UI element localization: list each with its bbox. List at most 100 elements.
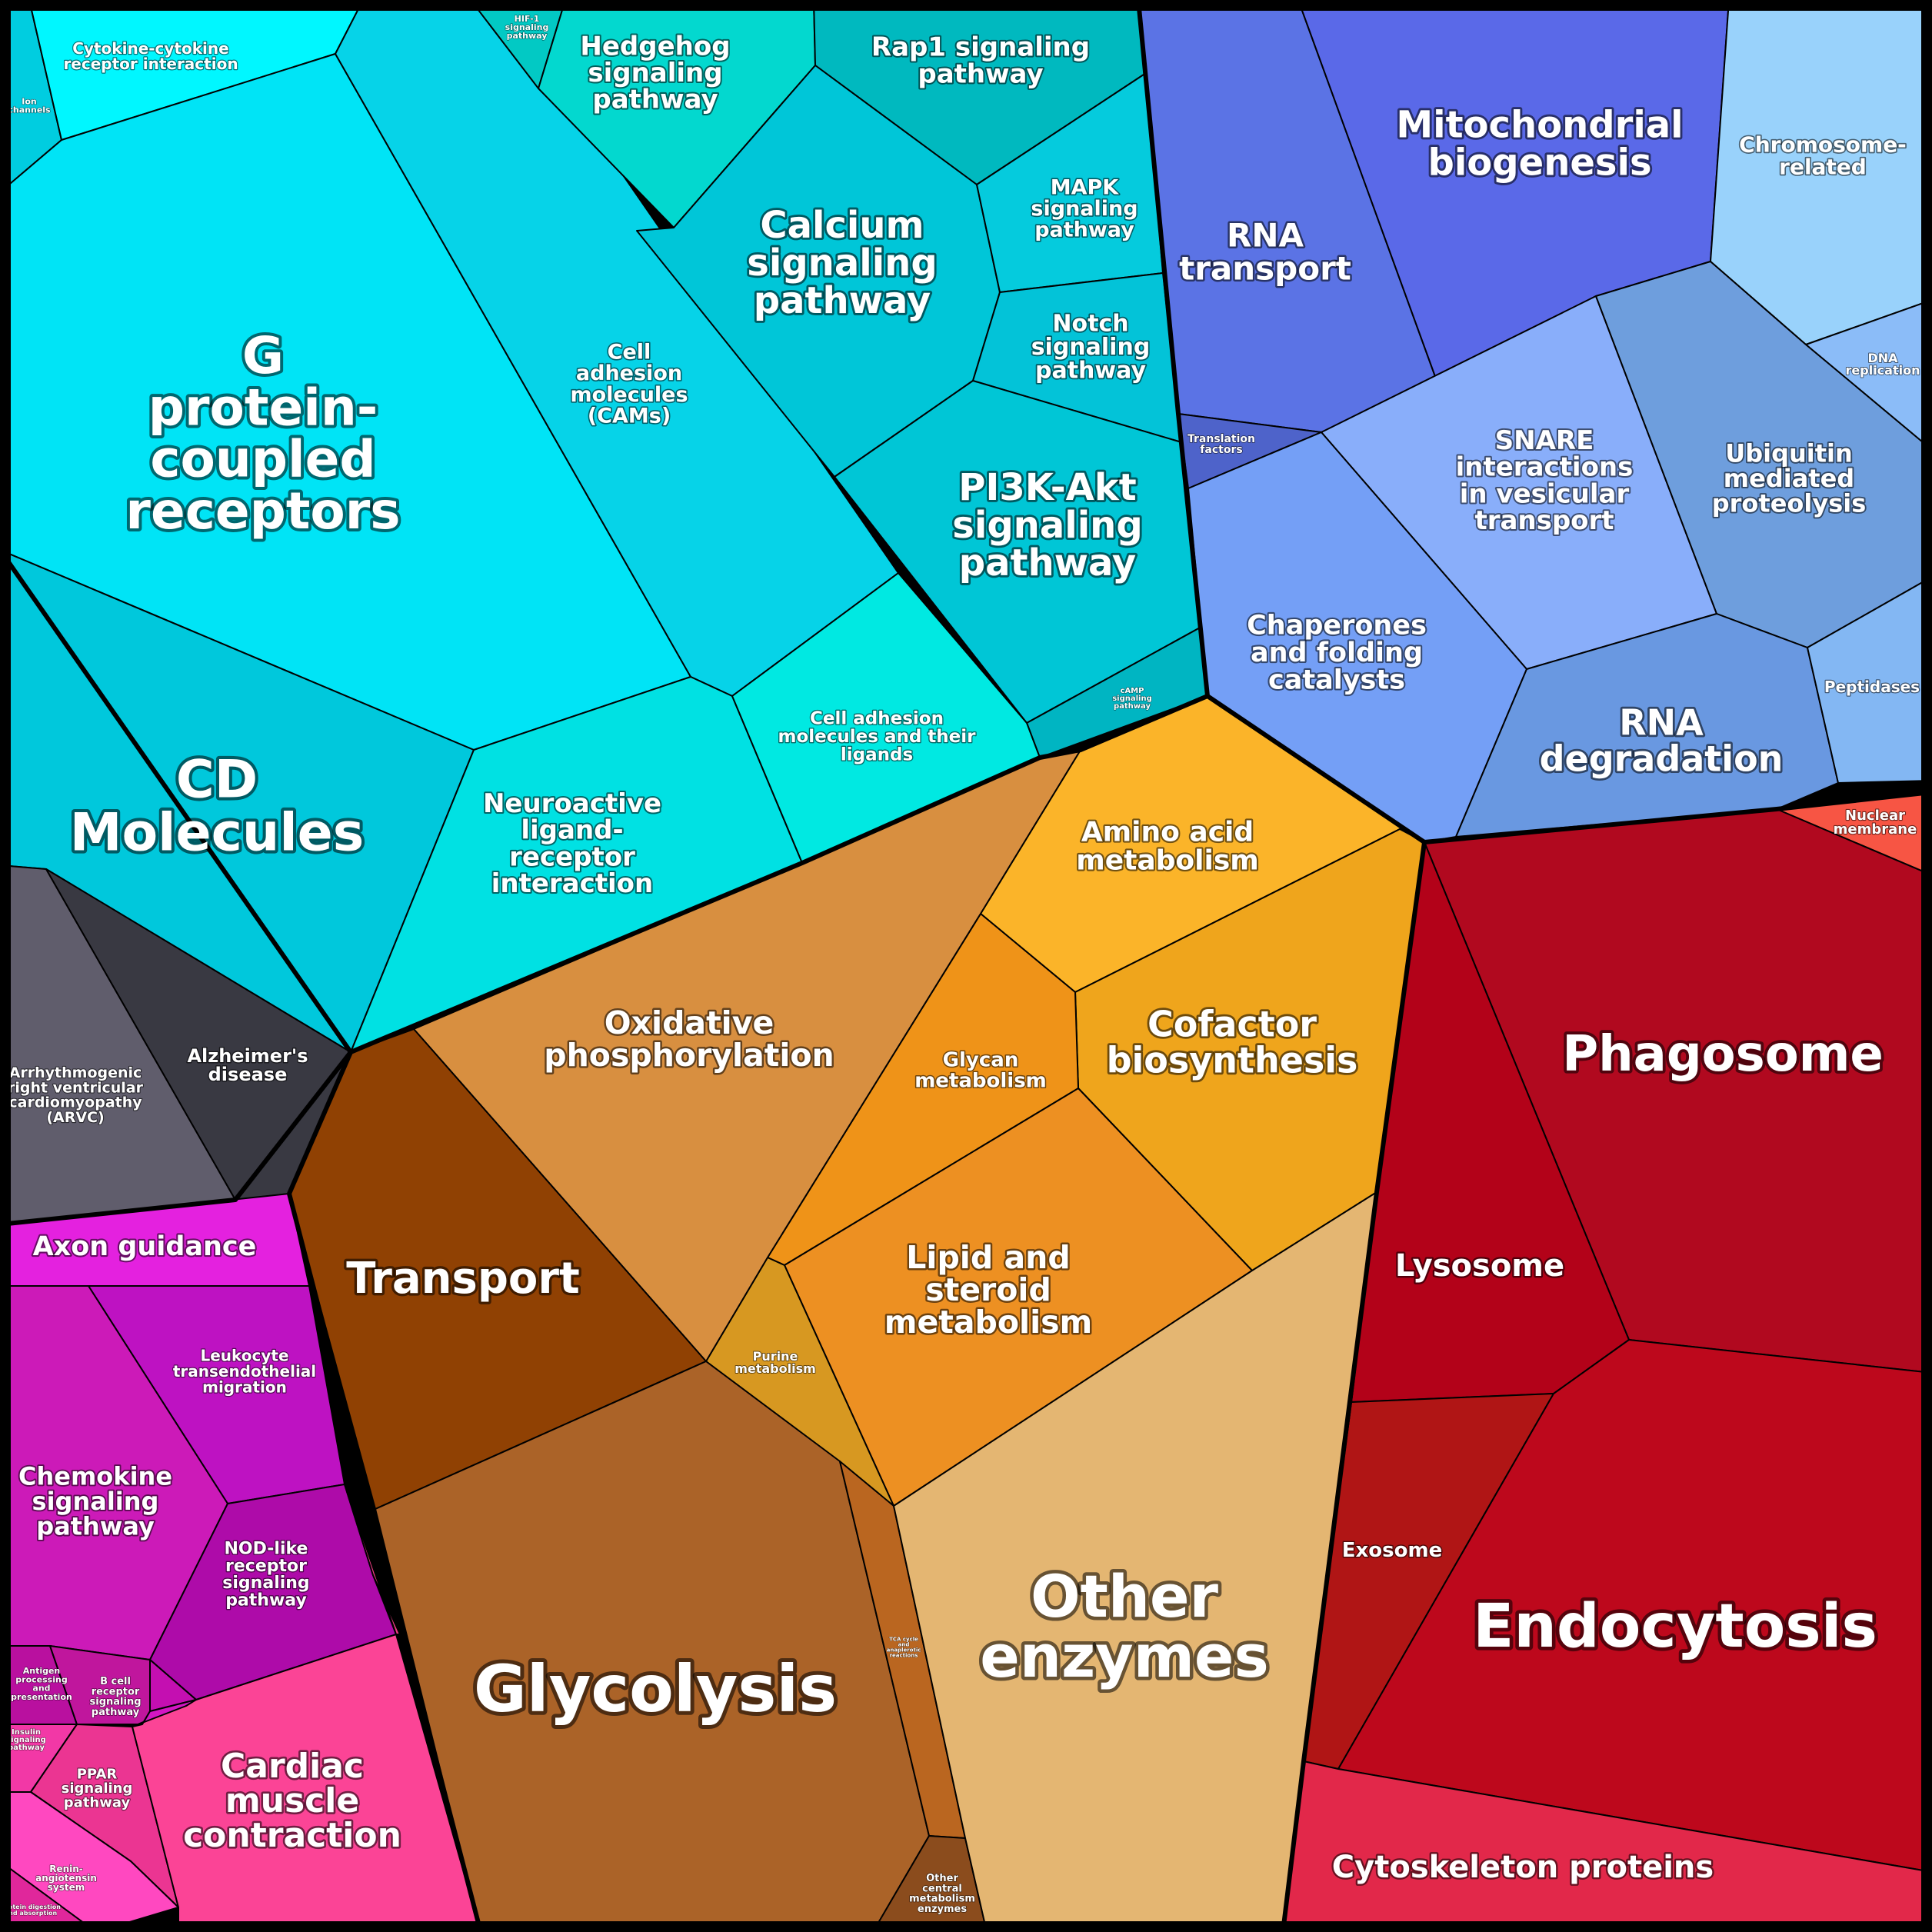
label-rna-deg: RNA degradation (1540, 701, 1784, 779)
label-axon: Axon guidance (33, 1231, 257, 1262)
label-line: B cell (100, 1676, 131, 1687)
label-line: central (922, 1883, 962, 1894)
label-line: pathway (959, 541, 1136, 585)
label-cytokine: Cytokine-cytokine receptor interaction (63, 38, 238, 72)
label-line: Lipid and (906, 1239, 1070, 1276)
label-line: interaction (491, 868, 654, 899)
cell-protein-digestion (0, 1860, 97, 1932)
label-line: receptors (125, 481, 400, 541)
label-alzheimer: Alzheimer's disease (187, 1045, 308, 1085)
cell-peptidases (1807, 576, 1932, 784)
label-chromosome: Chromosome-related (1739, 132, 1907, 180)
label-neuroactive: Neuroactive ligand-receptor interaction (483, 788, 661, 898)
label-line: system (48, 1882, 85, 1893)
label-line: signaling (1031, 334, 1151, 361)
label-line: pathway (507, 31, 548, 41)
label-line: and (898, 1641, 910, 1647)
label-line: receptor (92, 1686, 140, 1697)
label-line: and absorption (5, 1910, 58, 1917)
label-line: factors (1200, 444, 1242, 456)
label-line: Axon guidance (33, 1231, 257, 1262)
label-line: channels (8, 105, 51, 115)
label-line: Hedgehog (580, 31, 730, 62)
group-border-0 (1136, 0, 1932, 844)
label-line: TCA cycle (889, 1636, 918, 1642)
label-line: signaling (588, 58, 722, 88)
label-line: Cell adhesion (810, 708, 944, 728)
label-ion-channels: Ion channels (8, 96, 51, 115)
group-border-2 (1281, 841, 1427, 1932)
label-lipid: Lipid and steroid metabolism (884, 1239, 1093, 1341)
label-line: and (32, 1684, 50, 1694)
label-line: pathway (36, 1512, 155, 1541)
label-dna-rep: DNA replication (1846, 350, 1920, 377)
label-line: steroid (925, 1271, 1051, 1308)
label-line: pathway (8, 1744, 45, 1752)
label-ppar: PPAR signaling pathway (62, 1767, 133, 1811)
label-line: contraction (183, 1816, 401, 1855)
label-line: metabolism (909, 1893, 975, 1904)
label-line: Cardiac (221, 1747, 364, 1786)
label-line: Molecules (70, 802, 364, 863)
label-line: Arrhythmogenic (9, 1064, 142, 1081)
label-line: signaling (1112, 695, 1152, 703)
label-line: degradation (1540, 738, 1784, 779)
label-line: Leukocyte (200, 1346, 288, 1364)
label-line: signaling (747, 242, 937, 285)
label-cytoskeleton: Cytoskeleton proteins (1332, 1850, 1714, 1885)
group-border-1 (0, 548, 1209, 1054)
label-chemokine: Chemokine signaling pathway (18, 1461, 172, 1541)
label-line: Translation (1188, 433, 1255, 445)
label-line: Other (926, 1873, 958, 1884)
label-pi3k: PI3K-Akt signaling pathway (952, 466, 1142, 585)
label-line: right ventricular (8, 1079, 144, 1096)
cell-endocytosis (1337, 1339, 1932, 1873)
label-line: Chemokine (18, 1461, 172, 1491)
label-line: Other (1031, 1562, 1219, 1631)
label-renin: Renin-angiotensin system (35, 1863, 97, 1892)
label-line: Cell (608, 340, 651, 364)
label-line: Mitochondrial (1396, 104, 1683, 147)
label-cam-ligands: Cell adhesion molecules and their ligands (778, 708, 977, 764)
label-line: pathway (225, 1591, 307, 1611)
label-line: cardiomyopathy (8, 1094, 142, 1111)
label-nuclear: Nuclear membrane (1834, 808, 1917, 838)
label-notch: Notch signaling pathway (1031, 310, 1151, 384)
label-line: SNARE (1495, 425, 1594, 455)
label-glycan: Glycan metabolism (914, 1048, 1047, 1092)
label-line: Calcium (760, 204, 924, 247)
label-protein-digestion: Protein digestion and absorption (1, 1903, 61, 1916)
label-line: Ion (22, 96, 36, 106)
label-line: pathway (1035, 357, 1146, 384)
label-line: metabolism (734, 1361, 816, 1376)
label-line: Antigen (23, 1666, 61, 1676)
label-ubiquitin: Ubiquitin mediated proteolysis (1712, 438, 1867, 518)
labels-layer: Ion channels Cytokine-cytokine receptor int… (1, 13, 1921, 1917)
label-line: Chromosome- (1739, 132, 1907, 158)
label-line: Protein digestion (1, 1903, 61, 1910)
label-mapk: MAPK signaling pathway (1031, 175, 1138, 242)
label-line: MAPK (1051, 175, 1120, 199)
label-line: PI3K-Akt (958, 466, 1136, 509)
label-line: signaling (505, 22, 549, 32)
label-line: Endocytosis (1473, 1592, 1877, 1661)
label-line: muscle (225, 1781, 359, 1820)
label-line: anaplerotic (887, 1647, 921, 1654)
label-rna-transport: RNA transport (1179, 216, 1351, 287)
label-phagosome: Phagosome (1562, 1026, 1884, 1083)
label-line: signaling (952, 504, 1142, 547)
label-line: pathway (754, 279, 931, 322)
label-line: NOD-like (225, 1539, 308, 1558)
label-line: proteolysis (1712, 489, 1867, 518)
label-line: pathway (92, 1706, 140, 1717)
group-border-4 (287, 1051, 353, 1195)
label-line: interactions (1456, 451, 1634, 482)
label-calcium: Calcium signaling pathway (747, 204, 937, 322)
label-chaperones: Chaperones and folding catalysts (1247, 610, 1427, 695)
label-insulin: Insulin signaling pathway (6, 1728, 46, 1752)
label-line: signaling (62, 1780, 133, 1797)
label-line: CD (176, 749, 258, 810)
